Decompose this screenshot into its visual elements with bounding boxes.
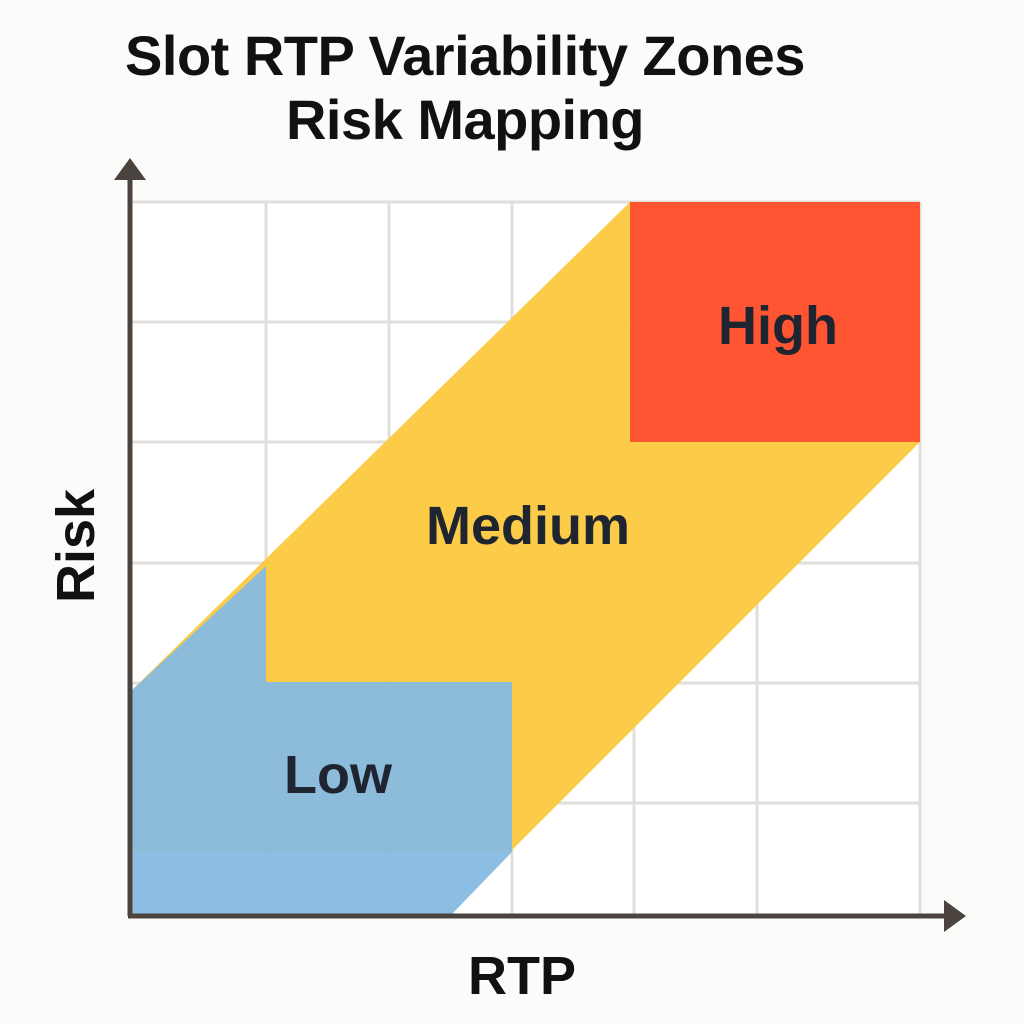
- x-axis-label: RTP: [468, 946, 576, 1006]
- medium-zone-label: Medium: [426, 496, 630, 556]
- diagram-title: Slot RTP Variability Zones Risk Mapping: [0, 24, 930, 152]
- low-zone-label: Low: [284, 745, 393, 805]
- y-axis-arrow-icon: [114, 158, 146, 180]
- high-zone-label: High: [718, 296, 838, 356]
- high-zone: [630, 202, 920, 442]
- low-zone: [130, 566, 512, 914]
- title-line-2: Risk Mapping: [285, 88, 645, 151]
- x-axis-arrow-icon: [944, 900, 966, 932]
- title-line-1: Slot RTP Variability Zones: [125, 24, 805, 87]
- y-axis: [114, 158, 146, 916]
- y-axis-label: Risk: [46, 488, 106, 603]
- x-axis: [128, 900, 966, 932]
